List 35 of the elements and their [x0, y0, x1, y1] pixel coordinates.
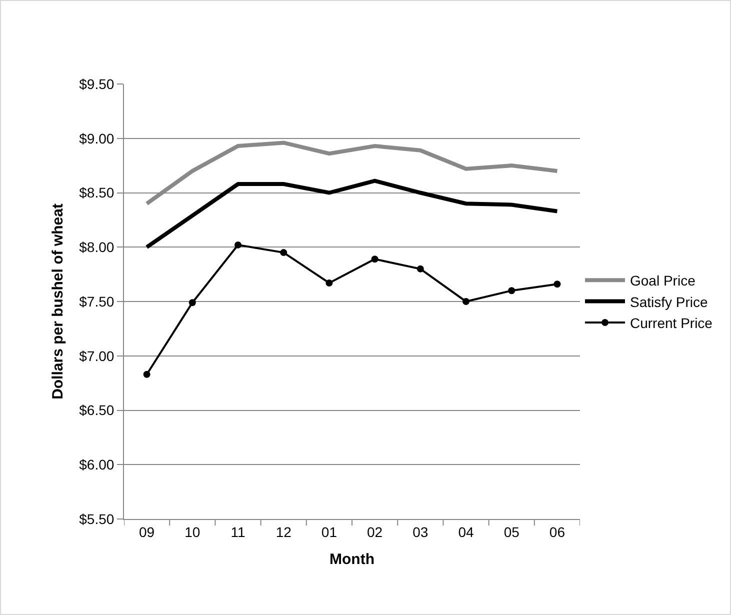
point: [462, 298, 470, 305]
x-tick-label: 04: [458, 524, 474, 540]
point: [508, 287, 516, 294]
y-axis-title: Dollars per bushel of wheat: [49, 204, 66, 400]
x-axis-title: Month: [330, 550, 374, 568]
point: [280, 249, 288, 256]
point: [371, 256, 378, 263]
x-tick-label: 11: [230, 524, 246, 540]
line-series: [144, 178, 560, 250]
y-tick-label: $8.00: [79, 239, 114, 256]
x-tick-label: 10: [184, 524, 200, 540]
x-tick-label: 06: [549, 524, 566, 540]
x-tick-label: 05: [504, 524, 520, 540]
y-tick-label: $9.00: [79, 130, 114, 146]
x-tick-label: 09: [139, 524, 155, 540]
point: [234, 241, 242, 248]
point: [554, 280, 561, 288]
y-tick-label: $8.50: [79, 184, 114, 201]
x-tick-label: 12: [276, 524, 292, 540]
legend-label: Current Price: [630, 314, 713, 331]
y-tick-label: $9.50: [79, 76, 114, 92]
y-tick-label: $5.50: [79, 510, 114, 527]
legend-label: Goal Price: [630, 272, 696, 289]
y-tick-label: $7.00: [79, 348, 114, 364]
point: [326, 280, 333, 287]
legend-label: Satisfy Price: [630, 294, 708, 310]
point: [143, 370, 150, 378]
point: [416, 265, 424, 272]
y-tick-label: $6.50: [79, 402, 114, 418]
point: [188, 299, 196, 306]
y-tick-label: $6.00: [79, 456, 114, 473]
x-tick-label: 03: [412, 524, 428, 540]
x-tick-label: 02: [367, 524, 383, 540]
y-tick-label: $7.50: [79, 293, 114, 310]
x-tick-label: 01: [321, 524, 338, 540]
